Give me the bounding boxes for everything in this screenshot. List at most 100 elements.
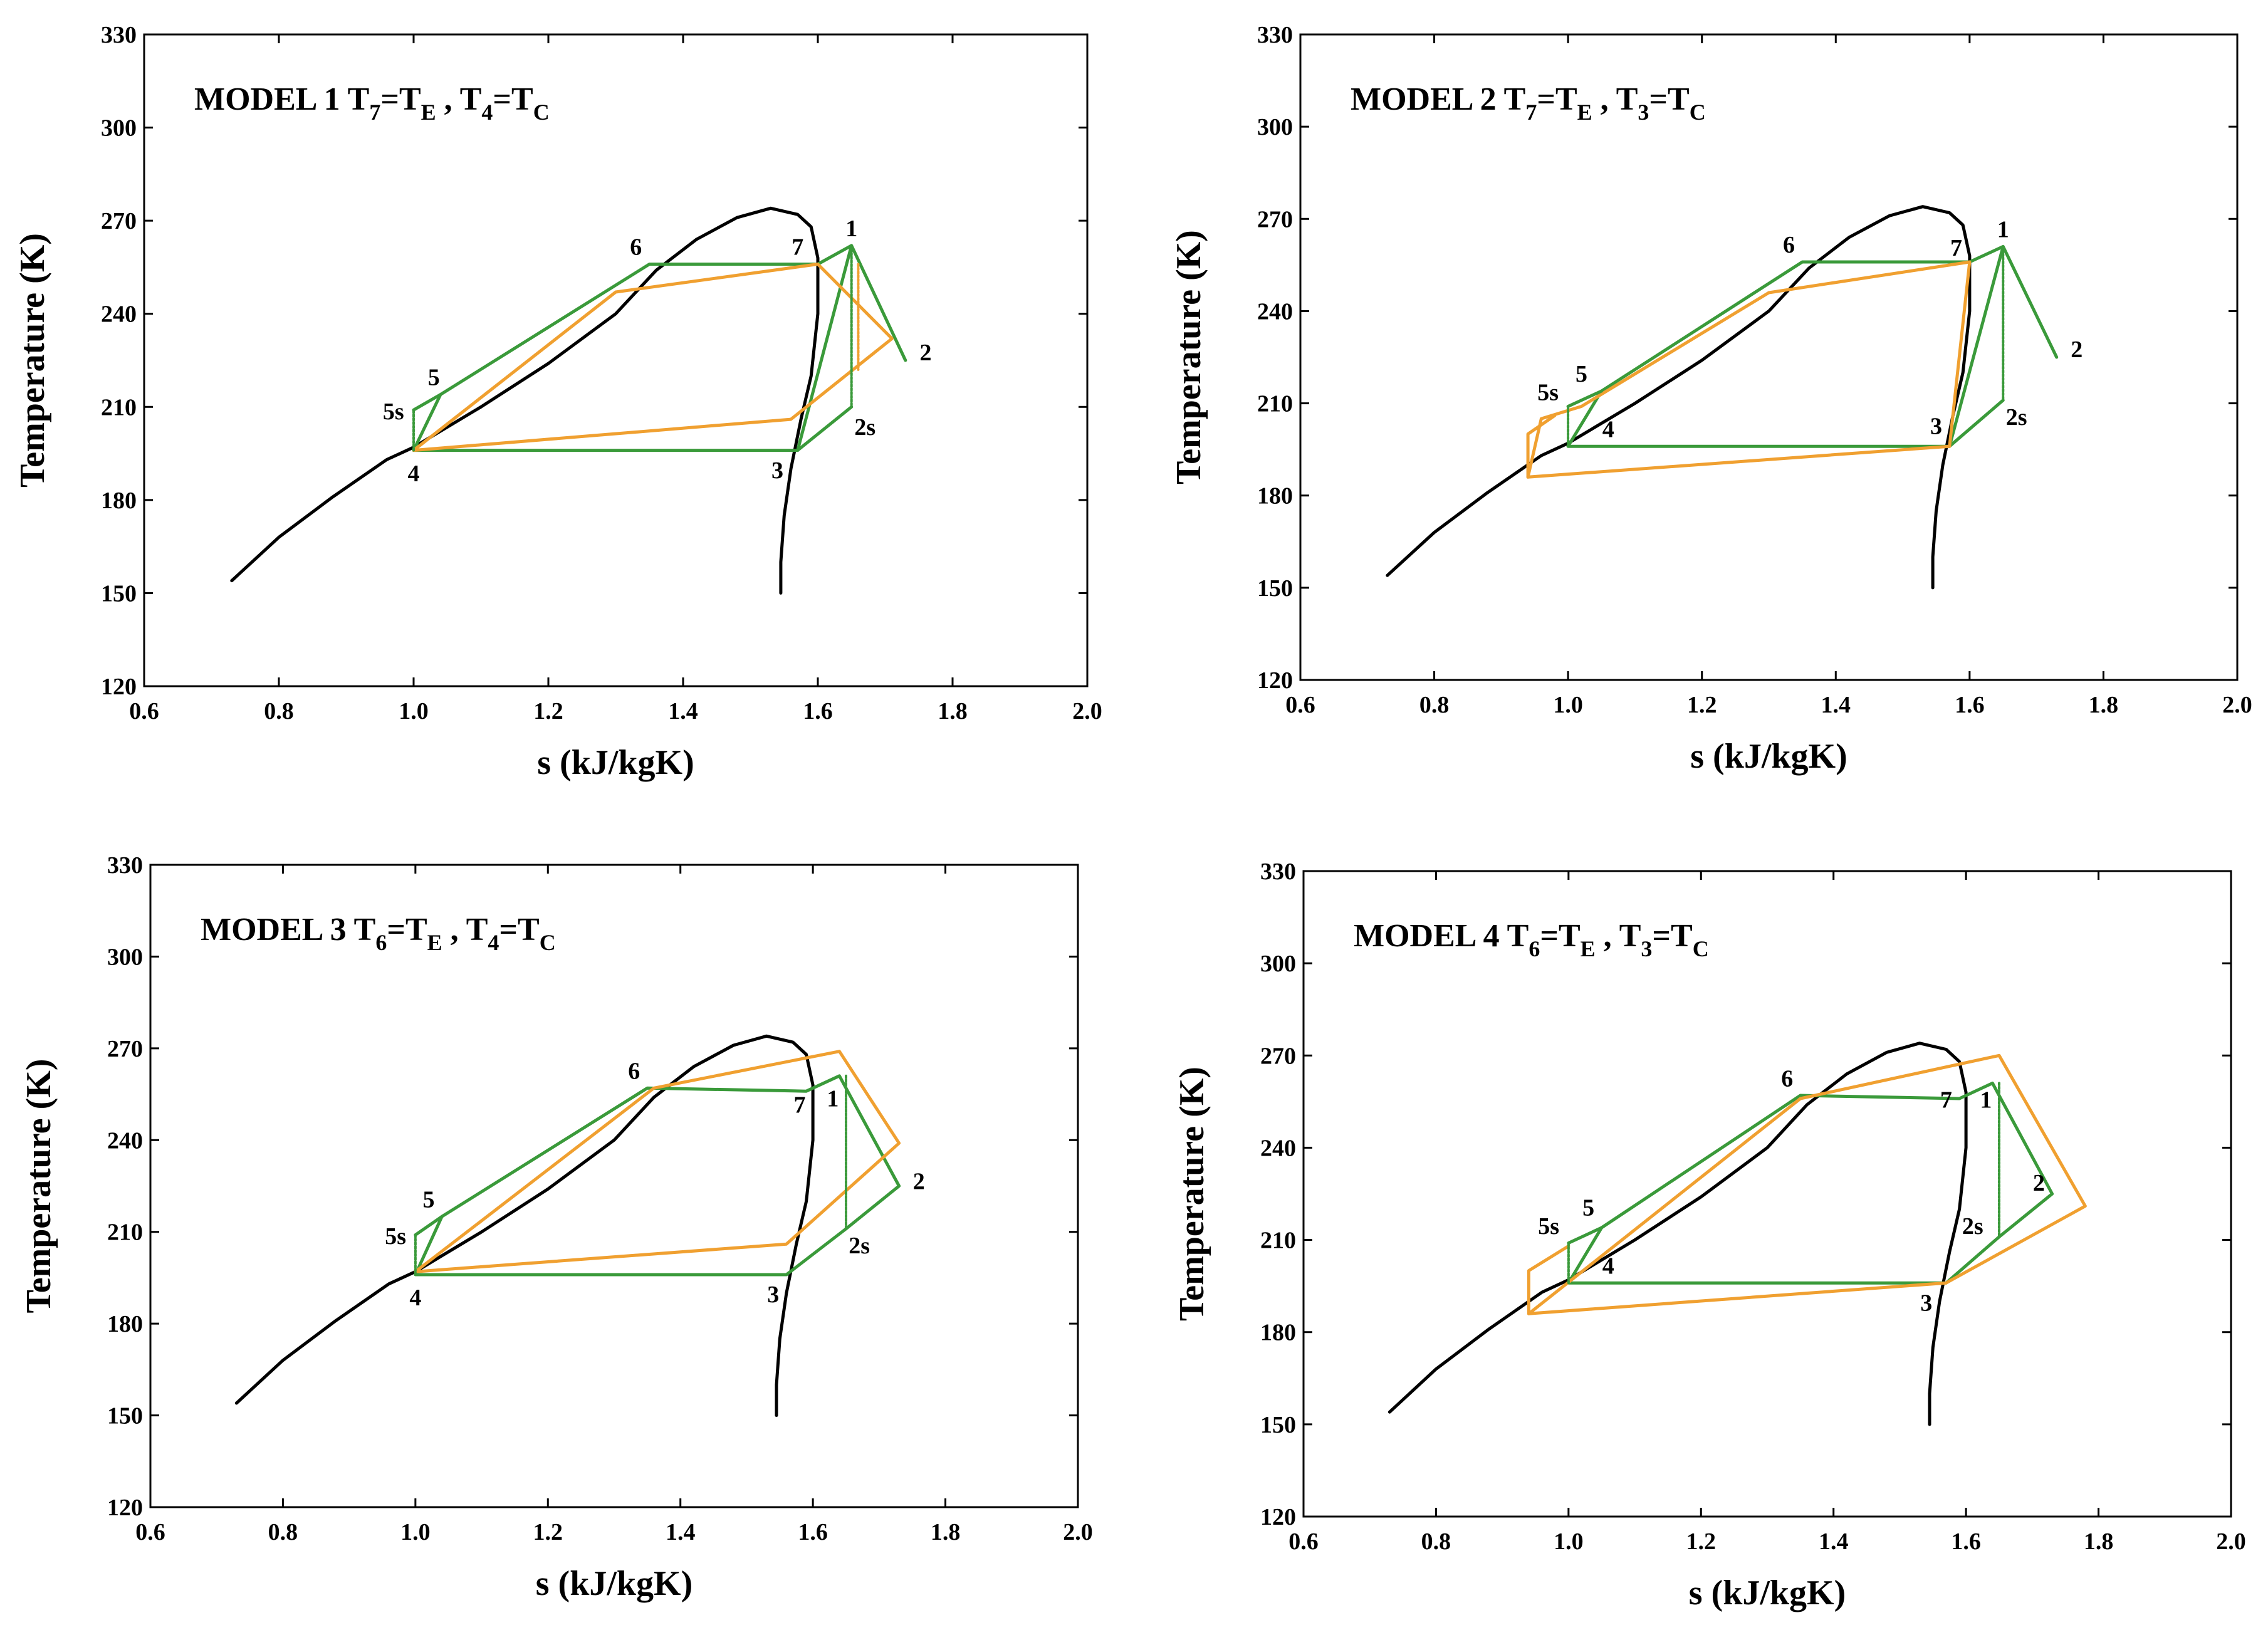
y-tick-label: 180 bbox=[101, 488, 137, 514]
state-point-label: 5 bbox=[1582, 1194, 1594, 1221]
y-tick-label: 180 bbox=[1260, 1320, 1296, 1346]
state-point-label: 7 bbox=[794, 1092, 806, 1118]
x-tick-label: 1.2 bbox=[533, 698, 563, 724]
state-point-label: 1 bbox=[1980, 1087, 1992, 1114]
state-point-label: 1 bbox=[1997, 217, 2009, 243]
x-axis-title: s (kJ/kgK) bbox=[1690, 737, 1847, 776]
y-tick-label: 300 bbox=[1257, 114, 1293, 140]
y-tick-label: 180 bbox=[107, 1311, 143, 1337]
series-orange-5s-box bbox=[1526, 414, 1557, 479]
series-green-cycle bbox=[414, 1074, 901, 1277]
y-tick-label: 270 bbox=[1257, 206, 1293, 232]
series-orange-5s-box bbox=[1527, 1244, 1570, 1315]
plot-frame bbox=[1299, 33, 2239, 681]
state-point-label: 2s bbox=[854, 414, 875, 441]
y-tick-label: 150 bbox=[1260, 1412, 1296, 1438]
x-axis-title: s (kJ/kgK) bbox=[536, 1564, 693, 1603]
state-point-label: 2s bbox=[849, 1233, 870, 1259]
state-point-label: 4 bbox=[408, 461, 420, 487]
x-tick-label: 0.8 bbox=[268, 1519, 298, 1545]
x-tick-label: 1.4 bbox=[668, 698, 698, 724]
x-tick-label: 0.6 bbox=[135, 1519, 165, 1545]
series-orange-cycle bbox=[414, 1050, 901, 1273]
state-point-label: 5 bbox=[428, 365, 440, 391]
state-point-label: 5 bbox=[423, 1187, 435, 1213]
y-tick-label: 120 bbox=[1257, 667, 1293, 694]
series-green-5s-top bbox=[1567, 1226, 1604, 1245]
y-tick-label: 210 bbox=[1260, 1228, 1296, 1254]
chart-panel-1: 120 150 180 210 240 270 300 330 0.6 0.8 1.0 1.2 1.4 1… bbox=[13, 22, 1102, 782]
series-green-5s-top bbox=[1566, 389, 1603, 408]
series-layer bbox=[1386, 205, 2059, 590]
y-tick-label: 240 bbox=[107, 1127, 143, 1154]
state-point-label: 7 bbox=[1950, 235, 1962, 261]
x-tick-label: 0.6 bbox=[129, 698, 159, 724]
state-point-label: 6 bbox=[1783, 232, 1795, 258]
series-saturation-dome bbox=[234, 1034, 815, 1418]
x-tick-label: 0.6 bbox=[1288, 1528, 1319, 1555]
state-point-label: 6 bbox=[1781, 1065, 1793, 1092]
x-tick-label: 1.6 bbox=[1951, 1528, 1981, 1555]
state-point-label: 3 bbox=[1930, 414, 1942, 440]
y-tick-label: 300 bbox=[1260, 951, 1296, 977]
state-point-label: 2 bbox=[2033, 1170, 2045, 1196]
state-point-label: 1 bbox=[827, 1086, 839, 1112]
state-point-label: 5s bbox=[1538, 1213, 1559, 1240]
y-tick-label: 300 bbox=[107, 944, 143, 970]
x-axis-title: s (kJ/kgK) bbox=[537, 743, 694, 782]
x-tick-label: 0.8 bbox=[1421, 1528, 1451, 1555]
chart-panel-2: 120 150 180 210 240 270 300 330 0.6 0.8 1.0 1.2 1.4 1… bbox=[1169, 22, 2252, 776]
state-point-label: 5s bbox=[1537, 380, 1559, 406]
y-tick-label: 210 bbox=[1257, 391, 1293, 417]
x-tick-label: 1.4 bbox=[1819, 1528, 1849, 1555]
x-tick-label: 2.0 bbox=[1063, 1519, 1093, 1545]
x-tick-label: 1.8 bbox=[931, 1519, 961, 1545]
state-point-label: 2s bbox=[2006, 404, 2027, 431]
x-tick-label: 2.0 bbox=[2222, 692, 2252, 718]
y-tick-label: 150 bbox=[107, 1403, 143, 1429]
state-point-label: 5 bbox=[1576, 361, 1587, 387]
y-axis-title: Temperature (K) bbox=[1169, 230, 1208, 484]
series-green-hp-lower bbox=[796, 405, 854, 452]
y-tick-label: 330 bbox=[1260, 859, 1296, 885]
state-point-label: 4 bbox=[1602, 1253, 1614, 1280]
series-layer bbox=[234, 1034, 901, 1418]
state-point-label: 7 bbox=[792, 234, 803, 261]
state-point-label: 3 bbox=[767, 1282, 779, 1308]
state-point-label: 3 bbox=[1920, 1290, 1932, 1316]
x-tick-label: 2.0 bbox=[2216, 1528, 2246, 1555]
state-point-label: 2 bbox=[913, 1168, 925, 1194]
series-layer bbox=[1387, 1042, 2087, 1426]
y-tick-label: 330 bbox=[1257, 22, 1293, 48]
series-saturation-dome bbox=[230, 206, 820, 595]
x-tick-label: 2.0 bbox=[1072, 698, 1102, 724]
y-tick-label: 300 bbox=[101, 115, 137, 142]
x-tick-label: 1.2 bbox=[1687, 692, 1717, 718]
chart-panel-3: 120 150 180 210 240 270 300 330 0.6 0.8 1.0 1.2 1.4 1… bbox=[19, 852, 1093, 1603]
state-point-label: 3 bbox=[771, 457, 783, 484]
y-tick-label: 180 bbox=[1257, 483, 1293, 509]
state-point-label: 4 bbox=[409, 1285, 421, 1311]
model-title: MODEL 2 T7=TE , T3=TC bbox=[1351, 81, 1706, 125]
series-saturation-dome bbox=[1386, 205, 1972, 590]
y-tick-label: 240 bbox=[1260, 1135, 1296, 1161]
chart-panel-4: 120 150 180 210 240 270 300 330 0.6 0.8 1.0 1.2 1.4 1… bbox=[1173, 859, 2246, 1612]
y-tick-label: 120 bbox=[101, 674, 137, 700]
series-saturation-dome bbox=[1387, 1042, 1968, 1426]
x-tick-label: 1.8 bbox=[2089, 692, 2119, 718]
x-tick-label: 1.4 bbox=[666, 1519, 696, 1545]
x-tick-label: 1.2 bbox=[533, 1519, 563, 1545]
y-tick-label: 270 bbox=[1260, 1043, 1296, 1069]
series-green-5s-top bbox=[414, 1214, 444, 1237]
series-orange-cycle bbox=[412, 263, 894, 452]
y-axis-title: Temperature (K) bbox=[1173, 1067, 1211, 1321]
x-tick-label: 0.6 bbox=[1285, 692, 1315, 718]
series-orange-cycle bbox=[1526, 260, 1972, 479]
y-tick-label: 120 bbox=[107, 1495, 143, 1521]
x-tick-label: 0.8 bbox=[1419, 692, 1450, 718]
state-point-label: 2 bbox=[920, 340, 932, 366]
x-axis-title: s (kJ/kgK) bbox=[1689, 1574, 1846, 1612]
state-point-label: 6 bbox=[628, 1058, 640, 1085]
series-orange-cycle bbox=[1527, 1053, 2087, 1315]
